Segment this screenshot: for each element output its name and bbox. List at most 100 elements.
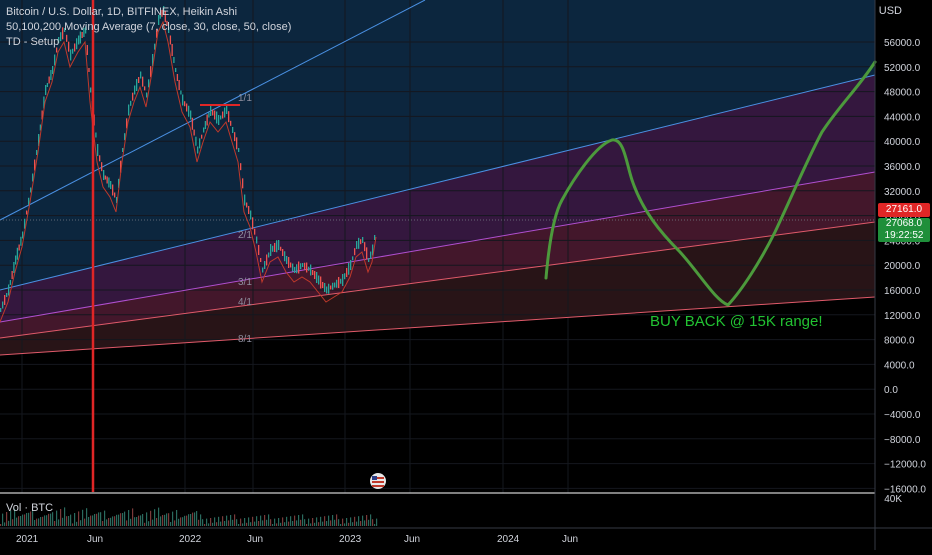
volume-bar bbox=[304, 519, 306, 526]
candle bbox=[38, 134, 40, 146]
candle bbox=[296, 264, 298, 274]
candle bbox=[164, 11, 166, 23]
price-tick: −4000.0 bbox=[884, 410, 921, 421]
fan-zone-blue bbox=[0, 0, 875, 290]
candle bbox=[284, 251, 286, 262]
volume-bar bbox=[180, 517, 182, 526]
candle bbox=[159, 14, 161, 19]
candle bbox=[354, 248, 356, 256]
volume-bar bbox=[200, 514, 202, 526]
volume-bar bbox=[126, 520, 128, 526]
volume-bar bbox=[50, 513, 52, 526]
volume-bar bbox=[132, 508, 134, 526]
candle bbox=[224, 107, 226, 118]
legend-indicator-td[interactable]: TD - Setup bbox=[6, 36, 60, 48]
candle bbox=[110, 181, 112, 189]
candle bbox=[374, 235, 376, 240]
candle bbox=[366, 247, 368, 260]
volume-bar bbox=[16, 517, 18, 526]
volume-bar bbox=[236, 519, 238, 526]
volume-bar bbox=[66, 516, 68, 526]
candle bbox=[8, 284, 10, 296]
candle bbox=[0, 308, 2, 312]
candle bbox=[330, 285, 332, 290]
volume-bar bbox=[146, 512, 148, 526]
candle bbox=[238, 148, 240, 152]
candle bbox=[50, 70, 52, 80]
volume-bar bbox=[84, 518, 86, 526]
candle bbox=[158, 15, 160, 25]
price-tick: 48000.0 bbox=[884, 88, 921, 99]
time-axis[interactable]: 2021 Jun 2022 Jun 2023 Jun 2024 Jun bbox=[16, 534, 578, 545]
volume-bar bbox=[40, 517, 42, 526]
candle bbox=[52, 66, 54, 74]
price-tick: 20000.0 bbox=[884, 261, 921, 272]
volume-bar bbox=[8, 520, 10, 526]
candle bbox=[6, 293, 8, 297]
candle bbox=[114, 192, 116, 198]
volume-bar bbox=[318, 522, 320, 526]
countdown-text: 19:22:52 bbox=[884, 230, 924, 241]
volume-bar bbox=[226, 515, 228, 526]
time-tick: 2024 bbox=[497, 534, 520, 545]
candle bbox=[310, 264, 312, 276]
time-tick: 2021 bbox=[16, 534, 39, 545]
volume-bar bbox=[258, 521, 260, 526]
candle bbox=[191, 117, 194, 130]
candle bbox=[326, 286, 328, 294]
volume-legend[interactable]: Vol · BTC bbox=[6, 502, 54, 514]
legend-indicator-ma[interactable]: 50,100,200 Moving Average (7, close, 30,… bbox=[6, 21, 292, 33]
fan-label-1-1: 1/1 bbox=[238, 93, 252, 104]
fan-zone-magenta bbox=[0, 172, 875, 338]
us-flag-icon[interactable] bbox=[370, 473, 386, 489]
candle bbox=[358, 237, 360, 249]
time-tick: Jun bbox=[247, 534, 263, 545]
candle bbox=[344, 273, 346, 280]
candle bbox=[252, 217, 254, 230]
legend-symbol[interactable]: Bitcoin / U.S. Dollar, 1D, BITFINEX, Hei… bbox=[6, 6, 238, 18]
volume-bar bbox=[116, 514, 118, 526]
candle bbox=[154, 43, 156, 50]
candle bbox=[130, 100, 132, 106]
volume-bar bbox=[320, 516, 322, 526]
volume-bar bbox=[312, 518, 314, 526]
candle bbox=[206, 114, 208, 126]
currency-label[interactable]: USD bbox=[878, 5, 902, 17]
volume-bar bbox=[218, 516, 220, 526]
volume-bar bbox=[370, 514, 372, 526]
volume-bar bbox=[194, 512, 196, 526]
volume-bar bbox=[138, 515, 140, 526]
fan-label-3-1: 3/1 bbox=[238, 277, 252, 288]
volume-bar bbox=[272, 524, 274, 526]
candle bbox=[78, 35, 80, 45]
candle bbox=[43, 96, 45, 109]
candle bbox=[124, 133, 126, 141]
candle bbox=[362, 237, 364, 243]
volume-bar bbox=[192, 512, 194, 526]
candle bbox=[142, 76, 144, 87]
price-tick: 44000.0 bbox=[884, 112, 921, 123]
price-tick: −12000.0 bbox=[884, 460, 926, 471]
volume-bar bbox=[96, 513, 98, 526]
volume-bar bbox=[298, 515, 300, 526]
volume-bar bbox=[172, 511, 174, 526]
volume-bar bbox=[164, 514, 166, 526]
price-tick: 40000.0 bbox=[884, 137, 921, 148]
volume-bar bbox=[302, 514, 304, 526]
candle bbox=[318, 275, 320, 285]
fan-line-8-1 bbox=[0, 296, 876, 356]
projection-drawing bbox=[544, 60, 877, 307]
volume-bar bbox=[224, 521, 226, 526]
price-axis[interactable]: 56000.0 52000.0 48000.0 44000.0 40000.0 36000… bbox=[884, 38, 926, 495]
candle bbox=[264, 261, 266, 269]
candle bbox=[150, 66, 152, 78]
volume-bar bbox=[348, 522, 350, 526]
volume-bar bbox=[198, 519, 200, 526]
candle bbox=[360, 239, 362, 245]
candle bbox=[282, 249, 284, 256]
candle bbox=[302, 263, 304, 267]
chart-legend[interactable]: Bitcoin / U.S. Dollar, 1D, BITFINEX, Hei… bbox=[6, 5, 291, 50]
candle bbox=[203, 127, 205, 133]
